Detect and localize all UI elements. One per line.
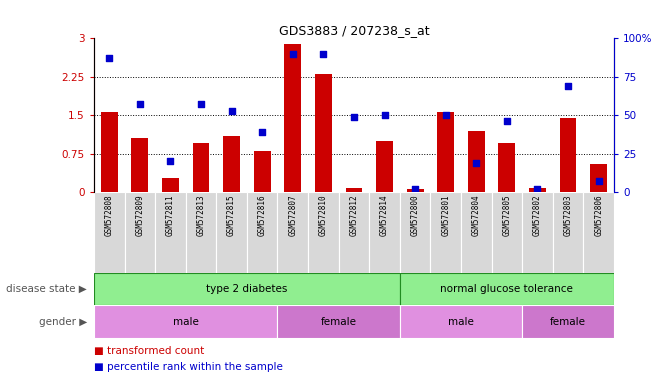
Bar xyxy=(94,305,278,338)
Bar xyxy=(369,192,400,273)
Bar xyxy=(125,192,155,273)
Text: GSM572807: GSM572807 xyxy=(289,194,297,236)
Bar xyxy=(461,192,492,273)
Text: GSM572812: GSM572812 xyxy=(350,194,358,236)
Bar xyxy=(254,151,270,192)
Point xyxy=(257,129,268,135)
Bar xyxy=(132,138,148,192)
Text: GSM572800: GSM572800 xyxy=(411,194,419,236)
Bar xyxy=(430,192,461,273)
Bar xyxy=(101,112,117,192)
Title: GDS3883 / 207238_s_at: GDS3883 / 207238_s_at xyxy=(278,24,429,37)
Point xyxy=(410,186,421,192)
Text: GSM572809: GSM572809 xyxy=(136,194,144,236)
Text: type 2 diabetes: type 2 diabetes xyxy=(206,284,288,294)
Text: female: female xyxy=(550,316,586,327)
Text: GSM572813: GSM572813 xyxy=(197,194,205,236)
Text: female: female xyxy=(321,316,357,327)
Bar xyxy=(223,136,240,192)
Bar xyxy=(400,273,614,305)
Point xyxy=(287,51,298,57)
Bar xyxy=(499,143,515,192)
Bar xyxy=(407,189,423,192)
Text: GSM572816: GSM572816 xyxy=(258,194,266,236)
Point xyxy=(440,112,451,118)
Text: GSM572808: GSM572808 xyxy=(105,194,114,236)
Bar xyxy=(468,131,484,192)
Point xyxy=(196,101,207,108)
Text: GSM572806: GSM572806 xyxy=(594,194,603,236)
Bar xyxy=(278,305,400,338)
Bar xyxy=(186,192,216,273)
Text: ■ percentile rank within the sample: ■ percentile rank within the sample xyxy=(94,362,282,372)
Bar xyxy=(94,192,125,273)
Point xyxy=(563,83,574,89)
Point xyxy=(593,178,604,184)
Bar xyxy=(216,192,247,273)
Text: GSM572815: GSM572815 xyxy=(227,194,236,236)
Text: GSM572801: GSM572801 xyxy=(442,194,450,236)
Point xyxy=(104,55,115,61)
Bar xyxy=(247,192,278,273)
Bar xyxy=(437,112,454,192)
Bar xyxy=(400,305,522,338)
Point xyxy=(379,112,390,118)
Point xyxy=(134,101,145,108)
Bar xyxy=(94,273,400,305)
Bar xyxy=(285,43,301,192)
Bar xyxy=(522,305,614,338)
Bar xyxy=(560,118,576,192)
Text: ■ transformed count: ■ transformed count xyxy=(94,346,204,356)
Point xyxy=(226,108,237,114)
Text: GSM572810: GSM572810 xyxy=(319,194,328,236)
Text: male: male xyxy=(448,316,474,327)
Point xyxy=(318,51,329,57)
Bar xyxy=(553,192,583,273)
Bar xyxy=(339,192,369,273)
Bar xyxy=(522,192,553,273)
Text: gender ▶: gender ▶ xyxy=(39,316,87,327)
Bar xyxy=(308,192,339,273)
Point xyxy=(165,158,176,164)
Text: GSM572803: GSM572803 xyxy=(564,194,572,236)
Text: GSM572802: GSM572802 xyxy=(533,194,542,236)
Text: male: male xyxy=(172,316,199,327)
Bar xyxy=(492,192,522,273)
Point xyxy=(349,114,360,120)
Point xyxy=(501,118,512,124)
Bar xyxy=(346,189,362,192)
Bar xyxy=(583,192,614,273)
Bar xyxy=(155,192,186,273)
Bar xyxy=(529,189,546,192)
Text: GSM572814: GSM572814 xyxy=(380,194,389,236)
Bar xyxy=(315,74,331,192)
Point xyxy=(532,186,543,192)
Bar xyxy=(400,192,430,273)
Text: GSM572804: GSM572804 xyxy=(472,194,481,236)
Text: GSM572805: GSM572805 xyxy=(503,194,511,236)
Bar xyxy=(590,164,607,192)
Bar xyxy=(193,143,209,192)
Point xyxy=(471,160,482,166)
Text: disease state ▶: disease state ▶ xyxy=(7,284,87,294)
Bar xyxy=(162,178,179,192)
Bar xyxy=(278,192,308,273)
Text: GSM572811: GSM572811 xyxy=(166,194,175,236)
Text: normal glucose tolerance: normal glucose tolerance xyxy=(440,284,573,294)
Bar xyxy=(376,141,393,192)
